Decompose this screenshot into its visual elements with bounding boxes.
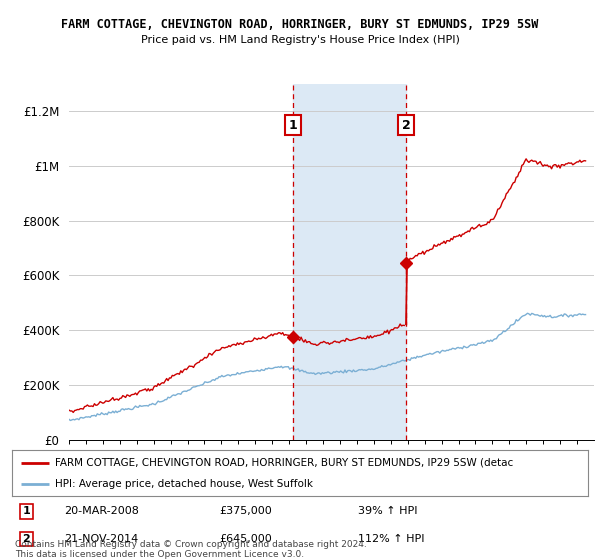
Text: £645,000: £645,000 bbox=[220, 534, 272, 544]
Text: 1: 1 bbox=[289, 119, 297, 132]
Text: 1: 1 bbox=[23, 506, 30, 516]
Text: 2: 2 bbox=[23, 534, 30, 544]
Text: Contains HM Land Registry data © Crown copyright and database right 2024.
This d: Contains HM Land Registry data © Crown c… bbox=[15, 540, 367, 559]
Text: £375,000: £375,000 bbox=[220, 506, 272, 516]
Text: 112% ↑ HPI: 112% ↑ HPI bbox=[358, 534, 424, 544]
Text: 20-MAR-2008: 20-MAR-2008 bbox=[64, 506, 139, 516]
Text: FARM COTTAGE, CHEVINGTON ROAD, HORRINGER, BURY ST EDMUNDS, IP29 5SW (detac: FARM COTTAGE, CHEVINGTON ROAD, HORRINGER… bbox=[55, 458, 514, 468]
Bar bbox=[293, 84, 406, 440]
Text: HPI: Average price, detached house, West Suffolk: HPI: Average price, detached house, West… bbox=[55, 479, 313, 489]
Text: FARM COTTAGE, CHEVINGTON ROAD, HORRINGER, BURY ST EDMUNDS, IP29 5SW: FARM COTTAGE, CHEVINGTON ROAD, HORRINGER… bbox=[61, 18, 539, 31]
Text: 39% ↑ HPI: 39% ↑ HPI bbox=[358, 506, 417, 516]
Text: Price paid vs. HM Land Registry's House Price Index (HPI): Price paid vs. HM Land Registry's House … bbox=[140, 35, 460, 45]
Text: 21-NOV-2014: 21-NOV-2014 bbox=[64, 534, 138, 544]
Text: 2: 2 bbox=[401, 119, 410, 132]
